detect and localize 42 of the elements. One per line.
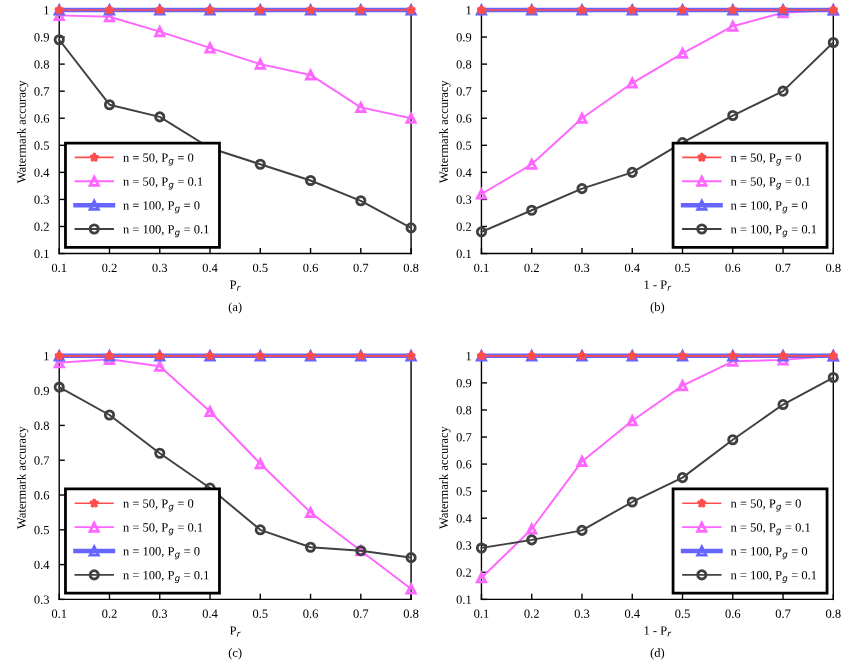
point	[405, 552, 417, 564]
point	[626, 496, 638, 508]
point	[576, 455, 588, 467]
point	[475, 542, 488, 554]
point	[53, 34, 65, 46]
point	[154, 111, 166, 123]
point	[576, 183, 588, 195]
point	[827, 371, 839, 384]
point	[827, 36, 839, 49]
point	[526, 523, 538, 535]
point	[204, 405, 216, 418]
point	[355, 195, 367, 207]
point	[154, 447, 166, 459]
point	[676, 472, 689, 484]
point	[254, 524, 266, 536]
point	[254, 158, 266, 170]
point	[576, 524, 588, 536]
point	[626, 166, 638, 178]
point	[526, 534, 538, 546]
point	[626, 77, 638, 89]
point	[304, 506, 317, 518]
point	[103, 409, 116, 421]
point	[53, 381, 65, 393]
point	[304, 69, 317, 81]
point	[304, 174, 317, 187]
point	[254, 58, 266, 70]
point	[304, 541, 317, 553]
point	[727, 109, 739, 122]
point	[526, 204, 538, 216]
point	[727, 434, 739, 446]
point	[777, 85, 789, 97]
point	[727, 20, 739, 32]
point	[676, 47, 689, 59]
point	[777, 399, 789, 411]
point	[355, 101, 367, 113]
point	[405, 222, 417, 234]
point	[154, 360, 166, 372]
point	[526, 158, 538, 170]
point	[103, 99, 116, 111]
point	[405, 112, 417, 124]
point	[475, 226, 488, 238]
point	[576, 112, 588, 124]
